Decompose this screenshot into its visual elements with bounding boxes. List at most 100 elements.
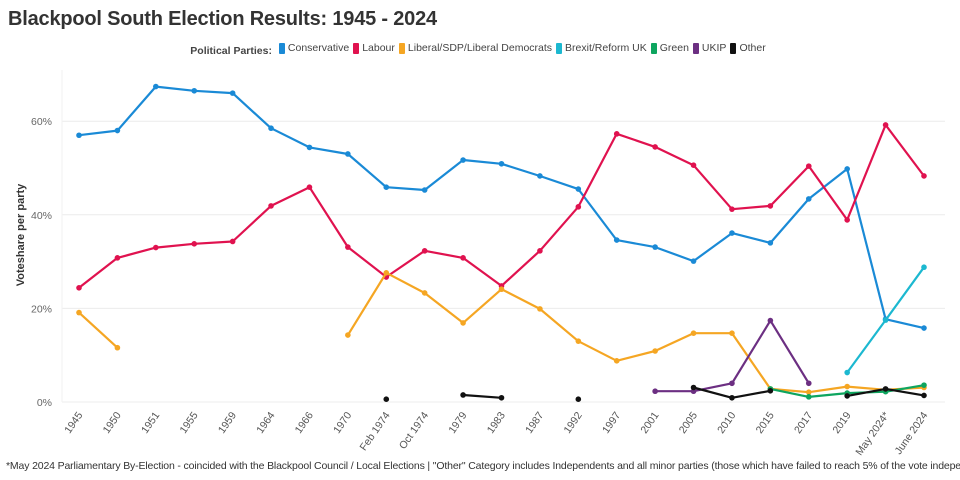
data-point	[921, 264, 927, 271]
legend-swatch	[556, 42, 563, 54]
legend: Political Parties: Conservative Labour Lib…	[0, 42, 960, 57]
data-point	[613, 358, 620, 364]
x-tick-label: 2015	[754, 410, 777, 436]
data-point	[921, 392, 927, 399]
data-point	[729, 206, 735, 212]
data-point	[345, 244, 351, 250]
x-tick-label: 1970	[331, 410, 354, 436]
y-tick-label: 20%	[31, 303, 52, 315]
x-tick-label: May 2024*	[853, 410, 892, 458]
series-line-liberal-sdp-liberal-democrats	[78, 311, 119, 349]
data-point	[729, 330, 735, 337]
data-point	[805, 196, 812, 202]
data-point	[460, 157, 466, 163]
data-point	[805, 380, 812, 387]
data-point	[767, 203, 774, 209]
data-point	[268, 203, 274, 209]
data-point	[575, 204, 582, 210]
legend-title: Political Parties:	[190, 44, 272, 57]
x-tick-label: Oct 1974	[397, 410, 431, 452]
x-tick-label: 1997	[600, 410, 623, 436]
data-point	[575, 186, 582, 192]
data-point	[613, 131, 620, 137]
data-point	[805, 394, 812, 400]
legend-item[interactable]: Other	[730, 42, 766, 54]
data-point	[460, 392, 466, 398]
data-point	[191, 87, 198, 94]
legend-item[interactable]: Green	[650, 42, 689, 54]
data-point	[537, 173, 543, 179]
y-tick-label: 60%	[31, 116, 52, 128]
legend-label: UKIP	[701, 42, 727, 54]
x-tick-label: 1959	[216, 410, 239, 436]
legend-item[interactable]: Brexit/Reform UK	[556, 42, 647, 54]
data-point	[844, 369, 850, 376]
data-point	[383, 396, 390, 402]
data-point	[153, 244, 159, 251]
legend-item[interactable]: Liberal/SDP/Liberal Democrats	[398, 42, 552, 54]
data-point	[805, 389, 812, 395]
y-axis-label: Voteshare per party	[15, 183, 27, 286]
data-point	[421, 248, 428, 254]
data-point	[153, 83, 159, 90]
legend-swatch	[353, 42, 360, 54]
data-point	[498, 286, 505, 293]
x-tick-label: 2001	[638, 410, 661, 436]
data-point	[690, 384, 697, 391]
y-tick-label: 0%	[37, 397, 52, 409]
x-tick-label: 1950	[101, 410, 124, 436]
data-point	[229, 238, 236, 245]
x-tick-label: 2005	[677, 410, 700, 436]
series-line-labour	[78, 123, 925, 289]
x-tick-label: Feb 1974	[357, 410, 392, 453]
legend-swatch	[278, 42, 285, 54]
chart-title: Blackpool South Election Results: 1945 -…	[8, 8, 437, 30]
data-point	[652, 144, 658, 150]
data-point	[383, 270, 390, 276]
data-point	[882, 317, 889, 323]
data-point	[729, 394, 735, 401]
data-point	[345, 151, 351, 157]
data-point	[844, 393, 850, 399]
legend-swatch	[650, 42, 657, 54]
legend-label: Conservative	[287, 42, 350, 54]
data-point	[460, 320, 466, 326]
data-point	[575, 338, 582, 344]
x-tick-label: 1983	[485, 410, 508, 436]
data-point	[421, 290, 428, 296]
x-tick-label: 2010	[715, 410, 738, 436]
data-point	[844, 166, 850, 172]
legend-item[interactable]: Conservative	[278, 42, 350, 54]
data-point	[537, 248, 543, 254]
data-point	[421, 187, 428, 193]
data-point	[921, 382, 927, 388]
data-point	[114, 255, 121, 261]
data-point	[921, 325, 927, 331]
data-point	[921, 173, 927, 179]
data-point	[690, 162, 697, 168]
x-tick-label: 1992	[562, 410, 585, 436]
data-point	[268, 125, 274, 132]
x-tick-label: 1945	[62, 410, 85, 436]
data-point	[76, 285, 82, 291]
legend-swatch	[398, 42, 405, 54]
data-point	[575, 396, 582, 402]
data-point	[767, 240, 774, 246]
data-point	[767, 387, 774, 394]
legend-item[interactable]: UKIP	[692, 42, 727, 54]
data-point	[690, 330, 697, 337]
data-point	[114, 344, 121, 351]
data-point	[652, 244, 658, 250]
data-point	[805, 163, 812, 169]
legend-swatch	[692, 42, 699, 54]
x-tick-label: 1979	[446, 410, 469, 436]
data-point	[882, 122, 889, 128]
legend-label: Brexit/Reform UK	[565, 42, 647, 54]
data-point	[767, 317, 774, 324]
legend-item[interactable]: Labour	[353, 42, 395, 54]
footnote: *May 2024 Parliamentary By-Election - co…	[6, 460, 960, 472]
data-point	[345, 332, 351, 338]
legend-label: Green	[659, 42, 689, 54]
x-tick-label: 1964	[254, 410, 277, 436]
data-point	[498, 394, 505, 401]
